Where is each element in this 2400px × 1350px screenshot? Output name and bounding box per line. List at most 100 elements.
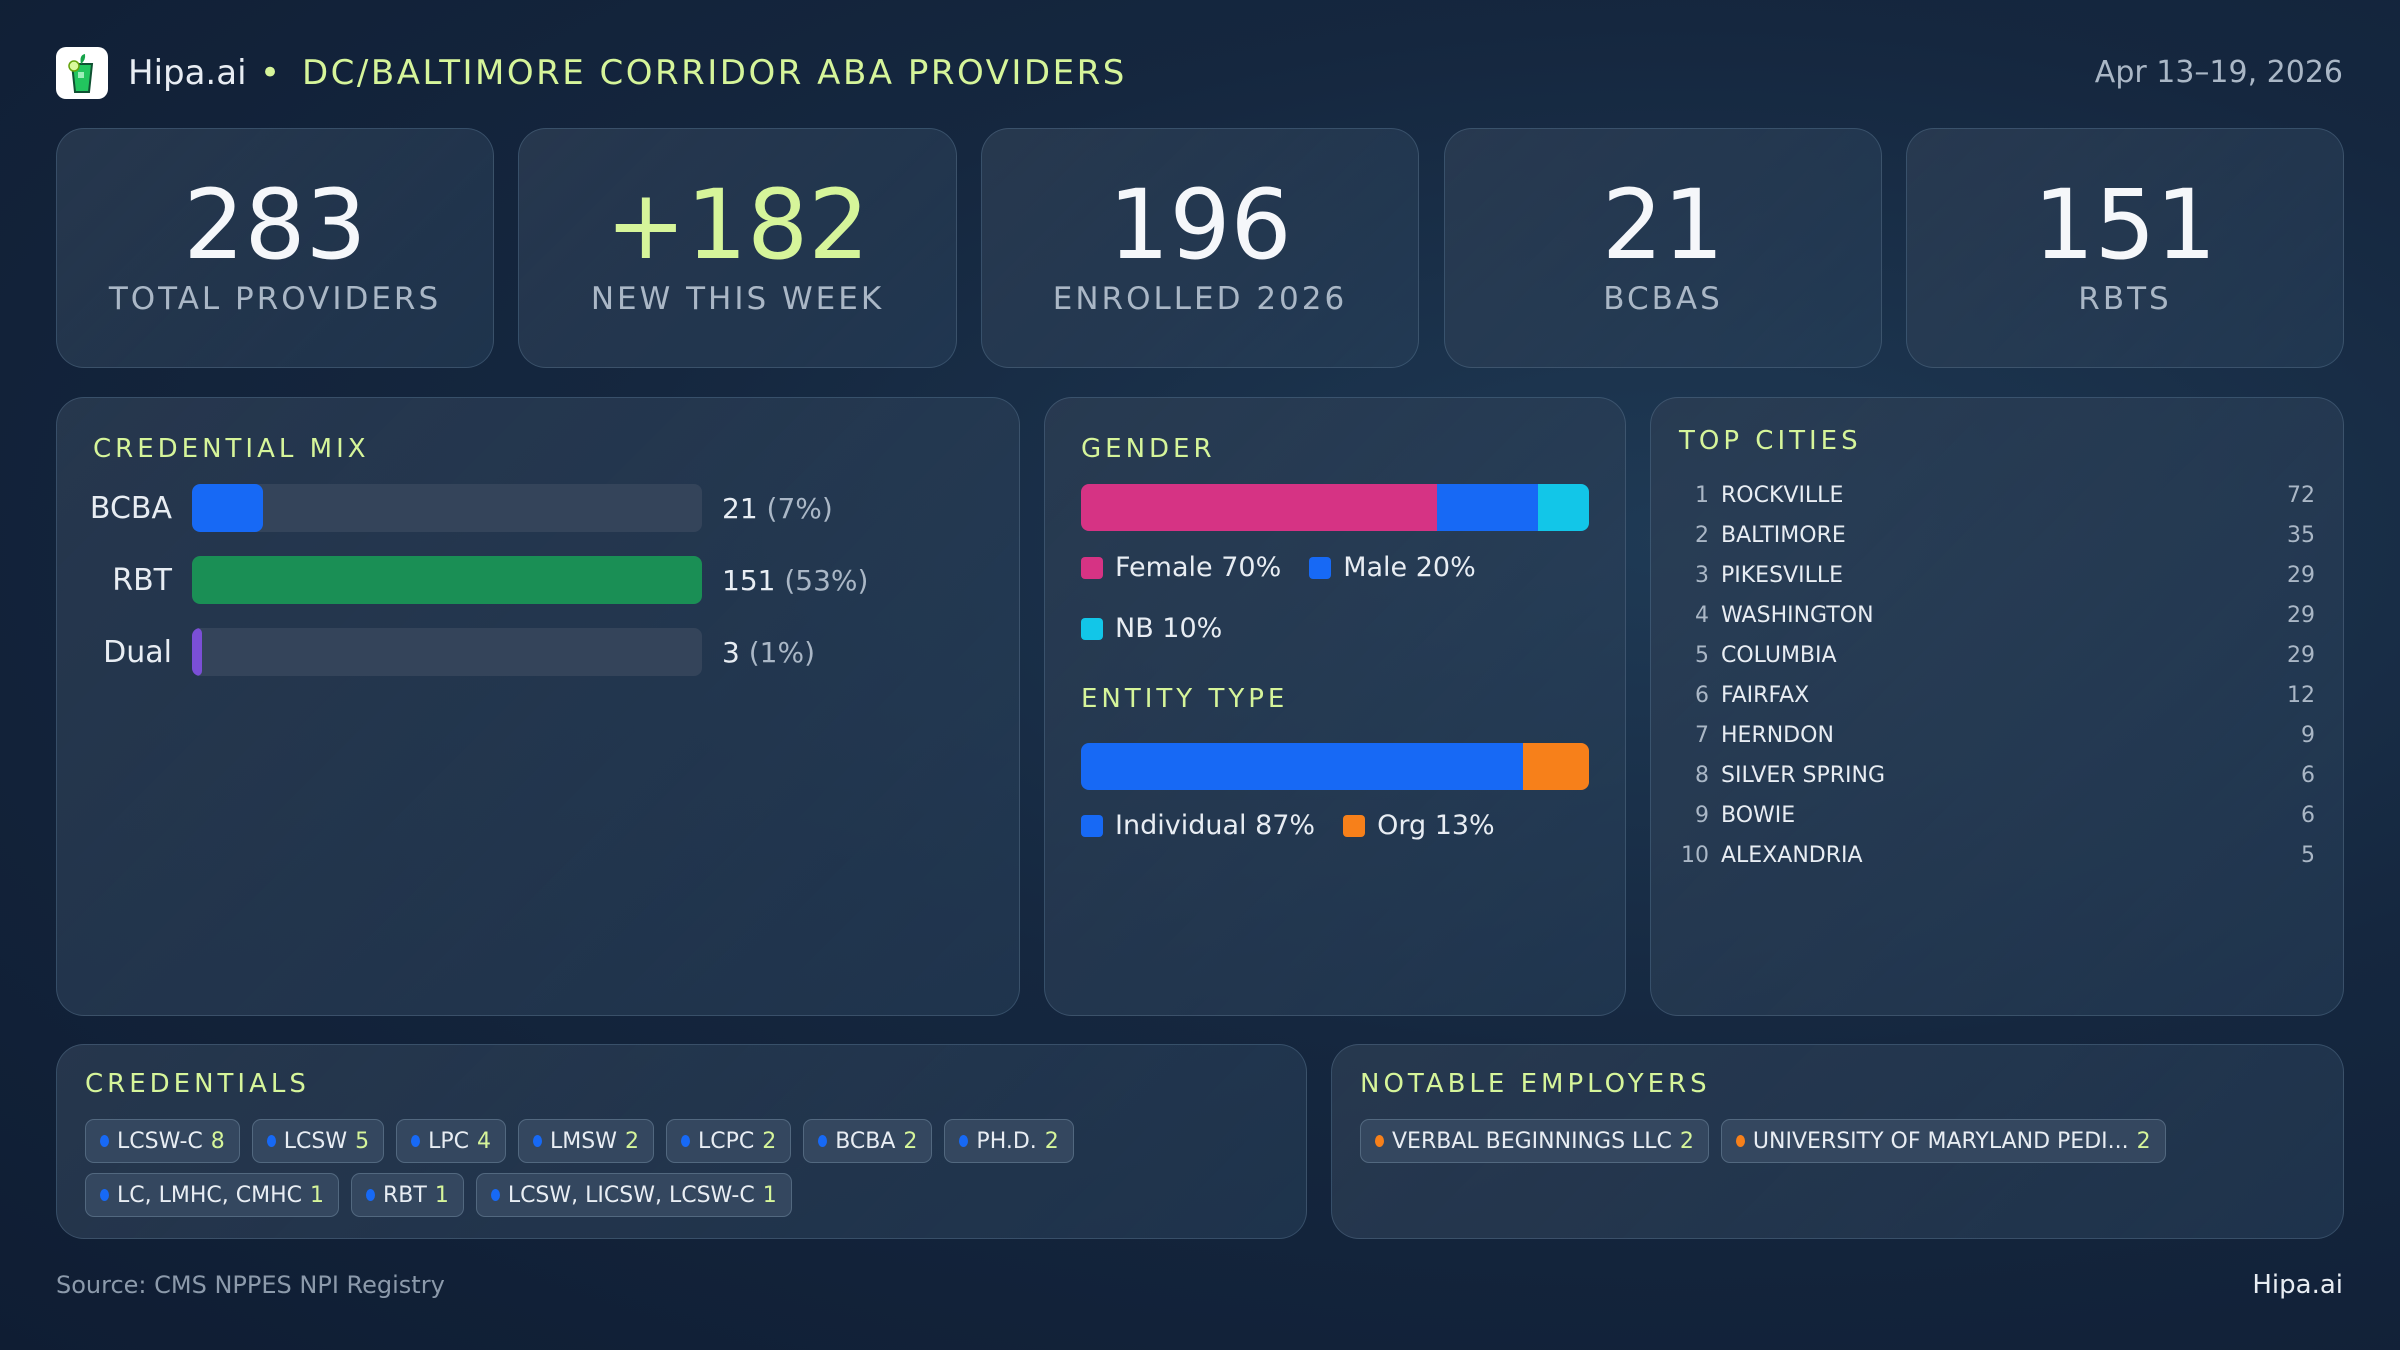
chip-count: 8	[210, 1128, 225, 1154]
city-count: 5	[2301, 842, 2315, 868]
city-name: HERNDON	[1721, 722, 1834, 748]
employer-chip[interactable]: VERBAL BEGINNINGS LLC 2	[1360, 1119, 1709, 1163]
city-name: BALTIMORE	[1721, 522, 1846, 548]
credential-chip[interactable]: LMSW 2	[517, 1119, 654, 1163]
mix-value: 151 (53%)	[722, 564, 868, 597]
city-row: 2 BALTIMORE 35	[1679, 517, 2315, 553]
credential-chip[interactable]: LC, LMHC, CMHC 1	[85, 1173, 339, 1217]
credential-chip[interactable]: LCPC 2	[665, 1119, 792, 1163]
city-row: 10 ALEXANDRIA 5	[1679, 837, 2315, 873]
brand-name: Hipa.ai	[128, 53, 247, 93]
chip-count: 2	[1679, 1128, 1694, 1154]
chip-dot	[532, 1135, 542, 1147]
chip-dot	[818, 1135, 828, 1147]
city-rank: 7	[1695, 722, 1709, 748]
gender-legend: Female 70% Male 20% NB 10%	[1081, 552, 1601, 644]
city-count: 6	[2301, 802, 2315, 828]
gender-stacked-bar	[1081, 484, 1589, 531]
city-count: 29	[2287, 562, 2315, 588]
chip-count: 1	[434, 1182, 449, 1208]
entity-legend: Individual 87% Org 13%	[1081, 810, 1495, 841]
city-name: SILVER SPRING	[1721, 762, 1886, 788]
city-name: COLUMBIA	[1721, 642, 1837, 668]
city-count: 29	[2287, 642, 2315, 668]
kpi-new-this-week: +182 NEW THIS WEEK	[518, 128, 957, 368]
mix-bar-track	[192, 484, 702, 532]
mix-row: BCBA 21 (7%)	[57, 484, 833, 532]
legend-swatch	[1081, 814, 1103, 837]
legend-label: Female 70%	[1115, 552, 1282, 583]
legend-swatch	[1343, 814, 1366, 837]
mix-percent: (53%)	[784, 563, 869, 597]
chip-label: PH.D.	[976, 1128, 1037, 1154]
chip-label: LCPC	[697, 1128, 755, 1154]
city-count: 29	[2287, 602, 2315, 628]
legend-item: Org 13%	[1343, 810, 1495, 841]
mix-bar-fill	[192, 484, 264, 532]
credential-chip[interactable]: LCSW-C 8	[85, 1119, 240, 1163]
section-title: GENDER	[1081, 434, 1216, 464]
mix-value: 21 (7%)	[722, 492, 833, 525]
chip-dot	[680, 1135, 690, 1147]
city-rank: 5	[1695, 642, 1709, 668]
mix-percent: (1%)	[748, 635, 816, 669]
chip-count: 2	[762, 1128, 777, 1154]
chip-count: 1	[762, 1182, 777, 1208]
kpi-value: 151	[2033, 169, 2217, 281]
kpi-label: BCBAS	[1603, 281, 1723, 317]
credential-chip[interactable]: RBT 1	[350, 1173, 464, 1217]
legend-label: Male 20%	[1343, 552, 1476, 583]
kpi-total-providers: 283 TOTAL PROVIDERS	[56, 128, 494, 368]
employer-chip[interactable]: UNIVERSITY OF MARYLAND PEDI... 2	[1720, 1119, 2166, 1163]
city-name: BOWIE	[1721, 802, 1796, 828]
chip-dot	[490, 1189, 500, 1201]
city-rank: 3	[1695, 562, 1709, 588]
chip-dot	[100, 1189, 109, 1201]
bar-segment	[1522, 743, 1589, 790]
chip-count: 2	[1044, 1128, 1059, 1154]
chip-label: LCSW, LICSW, LCSW-C	[507, 1182, 755, 1208]
chip-count: 4	[476, 1128, 491, 1154]
credential-chip[interactable]: PH.D. 2	[944, 1119, 1074, 1163]
gender-entity-panel: GENDER Female 70% Male 20% NB 10% ENTITY T…	[1044, 397, 1626, 1016]
section-title: TOP CITIES	[1679, 426, 1862, 456]
chip-label: LCSW	[283, 1128, 348, 1154]
mix-row: Dual 3 (1%)	[57, 628, 815, 676]
kpi-label: ENROLLED 2026	[1052, 281, 1348, 317]
city-name: ALEXANDRIA	[1721, 842, 1863, 868]
legend-label: Org 13%	[1377, 810, 1495, 841]
chip-count: 1	[309, 1182, 324, 1208]
legend-swatch	[1081, 556, 1103, 579]
kpi-value: +182	[605, 169, 870, 281]
city-row: 5 COLUMBIA 29	[1679, 637, 2315, 673]
chip-dot	[411, 1135, 421, 1147]
chip-count: 2	[2136, 1128, 2151, 1154]
date-range: Apr 13–19, 2026	[2094, 55, 2343, 90]
credential-chip[interactable]: LCSW, LICSW, LCSW-C 1	[475, 1173, 792, 1217]
city-count: 72	[2287, 482, 2315, 508]
mix-label: RBT	[112, 562, 172, 598]
city-row: 7 HERNDON 9	[1679, 717, 2315, 753]
chip-dot	[266, 1135, 276, 1147]
city-count: 9	[2301, 722, 2315, 748]
bar-segment	[1081, 743, 1523, 790]
credential-chip[interactable]: BCBA 2	[803, 1119, 933, 1163]
section-title: NOTABLE EMPLOYERS	[1360, 1069, 1711, 1099]
city-rank: 10	[1681, 842, 1709, 868]
chip-label: UNIVERSITY OF MARYLAND PEDI...	[1752, 1128, 2129, 1154]
credential-chip[interactable]: LCSW 5	[251, 1119, 385, 1163]
chip-dot	[959, 1135, 969, 1147]
credentials-panel: CREDENTIALS LCSW-C 8 LCSW 5 LPC 4 LMSW 2 LCPC 2 BC…	[56, 1044, 1307, 1239]
chip-label: BCBA	[835, 1128, 896, 1154]
kpi-label: RBTS	[2078, 281, 2172, 317]
kpi-value: 196	[1108, 169, 1292, 281]
city-count: 12	[2287, 682, 2315, 708]
city-row: 1 ROCKVILLE 72	[1679, 477, 2315, 513]
employers-panel: NOTABLE EMPLOYERS VERBAL BEGINNINGS LLC 2…	[1331, 1044, 2344, 1239]
credential-chip[interactable]: LPC 4	[396, 1119, 506, 1163]
section-title: CREDENTIALS	[85, 1069, 310, 1099]
city-name: ROCKVILLE	[1721, 482, 1844, 508]
kpi-bcbas: 21 BCBAS	[1444, 128, 1882, 368]
section-title: CREDENTIAL MIX	[93, 434, 370, 464]
mix-row: RBT 151 (53%)	[57, 556, 868, 604]
